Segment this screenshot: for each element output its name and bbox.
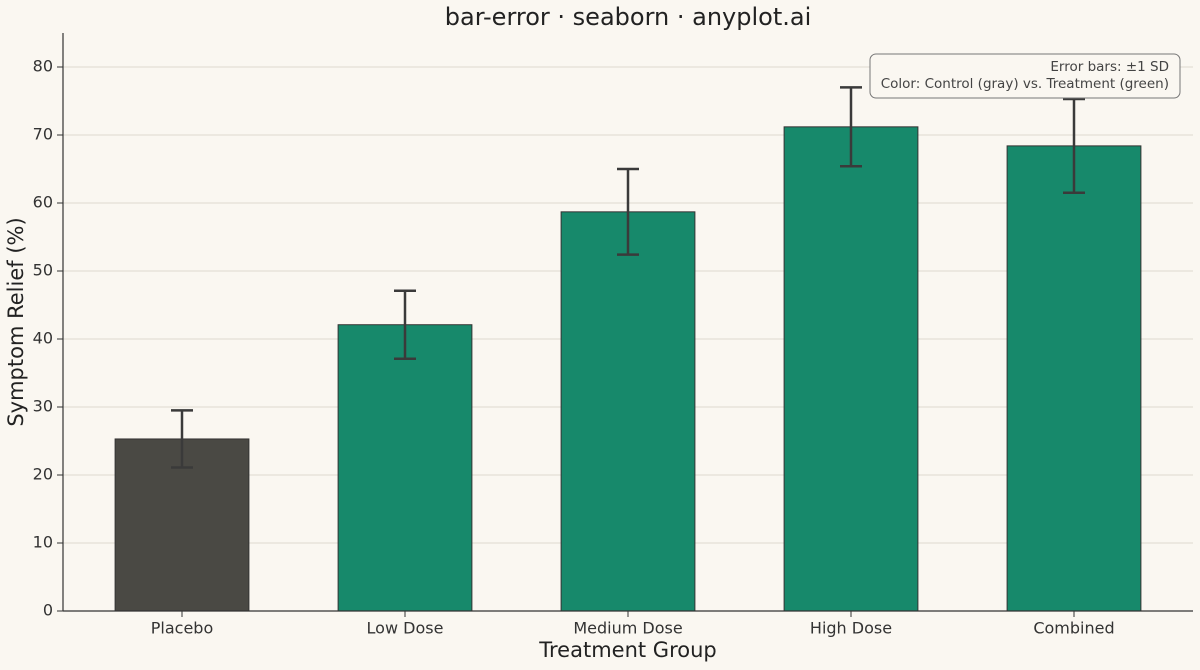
x-tick-label: Medium Dose [573, 619, 682, 638]
y-tick-label: 70 [33, 125, 53, 144]
error-bar [840, 86, 862, 168]
plot-area: Placebo Low Dose Medium Dose High Dose Combi… [114, 86, 1142, 638]
error-bar [617, 167, 639, 256]
y-tick-label: 60 [33, 193, 53, 212]
annotation: Error bars: ±1 SD [1050, 59, 1169, 75]
x-tick-label: High Dose [810, 619, 892, 638]
y-tick-label: 30 [33, 397, 53, 416]
annotation-frame [869, 53, 1181, 99]
y-tick-label: 50 [33, 261, 53, 280]
annotation: Color: Control (gray) vs. Treatment (gre… [881, 76, 1169, 92]
y-tick-label: 80 [33, 57, 53, 76]
chart-title: bar-error · seaborn · anyplot.ai [445, 3, 811, 31]
error-bar [394, 289, 416, 360]
error-bar [171, 409, 193, 469]
y-tick-label: 10 [33, 533, 53, 552]
x-axis-title: Treatment Group [538, 638, 716, 662]
grid: 0 10 20 30 40 50 60 70 80 [33, 57, 1193, 620]
bar [337, 324, 473, 612]
x-tick-label: Combined [1033, 619, 1114, 638]
annotation-box: Error bars: ±1 SD Color: Control (gray) … [869, 53, 1181, 99]
y-axis-title: Symptom Relief (%) [4, 217, 28, 426]
bar [560, 211, 696, 612]
bar [1006, 145, 1142, 612]
error-bar [1063, 97, 1085, 195]
y-tick-label: 20 [33, 465, 53, 484]
bar [783, 126, 919, 612]
x-tick-label: Low Dose [367, 619, 444, 638]
y-tick-label: 40 [33, 329, 53, 348]
x-tick-label: Placebo [151, 619, 213, 638]
y-tick-label: 0 [43, 601, 53, 620]
